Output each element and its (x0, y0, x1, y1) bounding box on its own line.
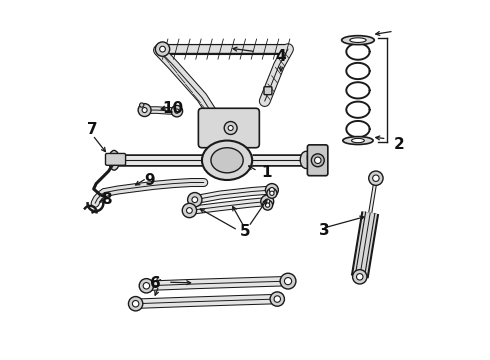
Text: 5: 5 (240, 225, 250, 239)
Circle shape (261, 195, 274, 208)
Circle shape (138, 104, 151, 117)
Circle shape (263, 200, 272, 210)
Ellipse shape (343, 136, 373, 144)
Circle shape (274, 296, 280, 302)
Circle shape (357, 274, 363, 280)
Text: 1: 1 (261, 165, 272, 180)
Circle shape (280, 273, 296, 289)
Text: 10: 10 (163, 101, 184, 116)
Circle shape (128, 297, 143, 311)
Ellipse shape (307, 149, 319, 166)
Ellipse shape (211, 148, 243, 173)
Text: 7: 7 (87, 122, 98, 137)
Circle shape (192, 197, 197, 203)
FancyBboxPatch shape (307, 145, 328, 176)
Circle shape (171, 105, 183, 117)
Circle shape (266, 203, 270, 207)
Circle shape (182, 203, 196, 218)
Circle shape (143, 283, 149, 289)
Ellipse shape (351, 138, 365, 143)
Text: 6: 6 (150, 276, 161, 292)
Circle shape (160, 46, 166, 52)
Text: 3: 3 (318, 223, 329, 238)
Ellipse shape (350, 38, 366, 42)
Circle shape (285, 278, 292, 285)
Circle shape (373, 175, 379, 181)
Ellipse shape (342, 36, 374, 45)
Circle shape (311, 154, 324, 167)
Ellipse shape (109, 150, 120, 170)
Circle shape (315, 157, 321, 163)
Circle shape (270, 191, 274, 195)
Ellipse shape (300, 151, 312, 168)
Text: 9: 9 (145, 172, 155, 188)
Circle shape (139, 279, 153, 293)
Circle shape (187, 208, 192, 213)
Circle shape (142, 108, 147, 113)
Circle shape (228, 126, 233, 131)
Circle shape (353, 270, 367, 284)
Circle shape (270, 188, 274, 193)
Circle shape (188, 193, 202, 207)
FancyBboxPatch shape (198, 108, 259, 148)
FancyBboxPatch shape (264, 87, 272, 95)
Circle shape (140, 103, 144, 107)
Circle shape (224, 122, 237, 134)
Text: 8: 8 (101, 192, 112, 207)
Circle shape (368, 171, 383, 185)
Circle shape (155, 42, 170, 56)
Circle shape (266, 184, 278, 197)
Text: 4: 4 (275, 49, 286, 64)
Circle shape (265, 199, 270, 204)
Circle shape (270, 292, 285, 306)
Circle shape (175, 109, 179, 113)
Text: 2: 2 (394, 137, 405, 152)
FancyBboxPatch shape (105, 153, 125, 165)
Circle shape (132, 301, 139, 307)
Ellipse shape (315, 150, 326, 168)
Ellipse shape (202, 140, 252, 180)
Circle shape (267, 188, 277, 198)
